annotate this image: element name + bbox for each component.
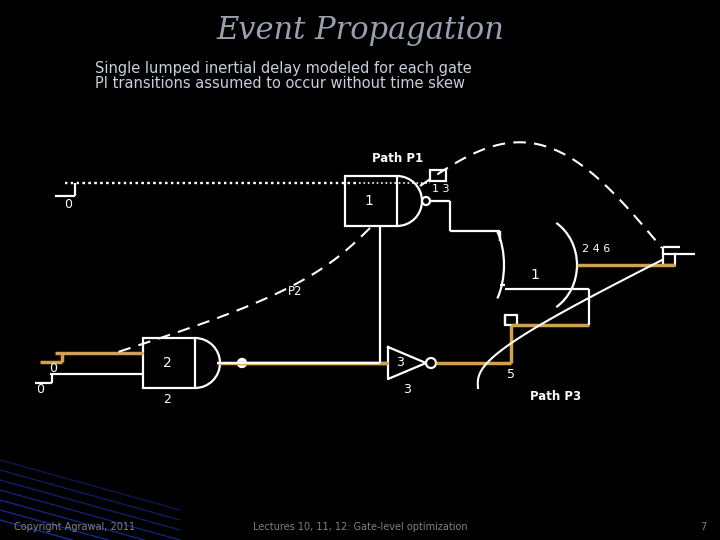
Text: 7: 7: [700, 522, 706, 532]
Text: 3: 3: [403, 383, 411, 396]
Bar: [505, 315, 517, 325]
Text: 1 3: 1 3: [432, 184, 449, 194]
Text: 5: 5: [507, 368, 515, 381]
Text: Path P1: Path P1: [372, 152, 423, 165]
Text: 0: 0: [36, 383, 44, 396]
Text: 1: 1: [364, 194, 374, 208]
Circle shape: [238, 359, 246, 368]
Text: 0: 0: [49, 362, 57, 375]
Text: Single lumped inertial delay modeled for each gate: Single lumped inertial delay modeled for…: [95, 60, 472, 76]
Text: 2: 2: [163, 356, 171, 370]
Text: Event Propagation: Event Propagation: [216, 15, 504, 45]
Text: 2 4 6: 2 4 6: [582, 244, 611, 254]
Text: 2: 2: [163, 393, 171, 406]
Bar: [430, 170, 446, 181]
Bar: [663, 254, 675, 265]
Text: PI transitions assumed to occur without time skew: PI transitions assumed to occur without …: [95, 76, 465, 91]
Text: P2: P2: [288, 285, 302, 298]
Text: Lectures 10, 11, 12: Gate-level optimization: Lectures 10, 11, 12: Gate-level optimiza…: [253, 522, 467, 532]
Text: 3: 3: [396, 356, 404, 369]
Bar: [345, 176, 397, 226]
Bar: [143, 338, 195, 388]
Text: Path P3: Path P3: [530, 390, 581, 403]
Text: 1: 1: [531, 268, 539, 282]
Text: 0: 0: [64, 198, 72, 211]
Text: Copyright Agrawal, 2011: Copyright Agrawal, 2011: [14, 522, 135, 532]
